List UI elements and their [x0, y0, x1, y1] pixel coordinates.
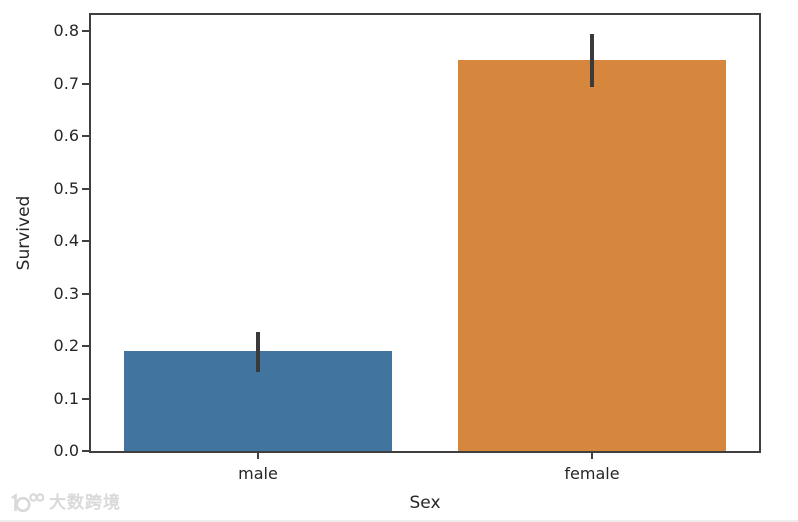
y-tick-label-0.4: 0.4 — [53, 231, 79, 250]
bar-female — [458, 59, 726, 451]
x-tick-label-male: male — [238, 464, 278, 483]
bottom-edge-line — [0, 520, 798, 522]
y-tick-label-0.3: 0.3 — [53, 283, 79, 303]
y-tick-label-0.7: 0.7 — [53, 73, 79, 93]
y-tick-mark-0.5 — [82, 187, 89, 190]
y-tick-label-0.6: 0.6 — [53, 126, 79, 145]
y-tick-mark-0.7 — [82, 82, 89, 85]
watermark-text: 大数跨境 — [49, 493, 121, 513]
y-tick-mark-0.6 — [82, 135, 89, 137]
y-tick-label-0.0: 0.0 — [53, 441, 79, 460]
x-axis-label: Sex — [409, 493, 441, 513]
y-tick-mark-0.0 — [82, 450, 89, 452]
watermark-logo-icon — [11, 492, 44, 513]
y-tick-label-0.5: 0.5 — [53, 178, 79, 198]
x-tick-mark-male — [257, 453, 259, 459]
watermark: 大数跨境 — [8, 490, 121, 516]
y-tick-label-0.1: 0.1 — [53, 388, 79, 408]
y-tick-mark-0.2 — [82, 345, 89, 347]
x-tick-label-female: female — [564, 464, 620, 483]
y-tick-mark-0.8 — [82, 30, 89, 32]
y-tick-label-0.8: 0.8 — [53, 21, 79, 40]
y-axis-label: Survived — [14, 195, 34, 271]
y-tick-mark-0.3 — [82, 292, 89, 295]
error-bar-male — [256, 332, 260, 373]
error-bar-female — [590, 34, 594, 87]
x-tick-mark-female — [591, 453, 593, 459]
y-tick-label-0.2: 0.2 — [53, 336, 79, 355]
y-tick-mark-0.4 — [82, 240, 89, 242]
y-tick-mark-0.1 — [82, 397, 89, 400]
